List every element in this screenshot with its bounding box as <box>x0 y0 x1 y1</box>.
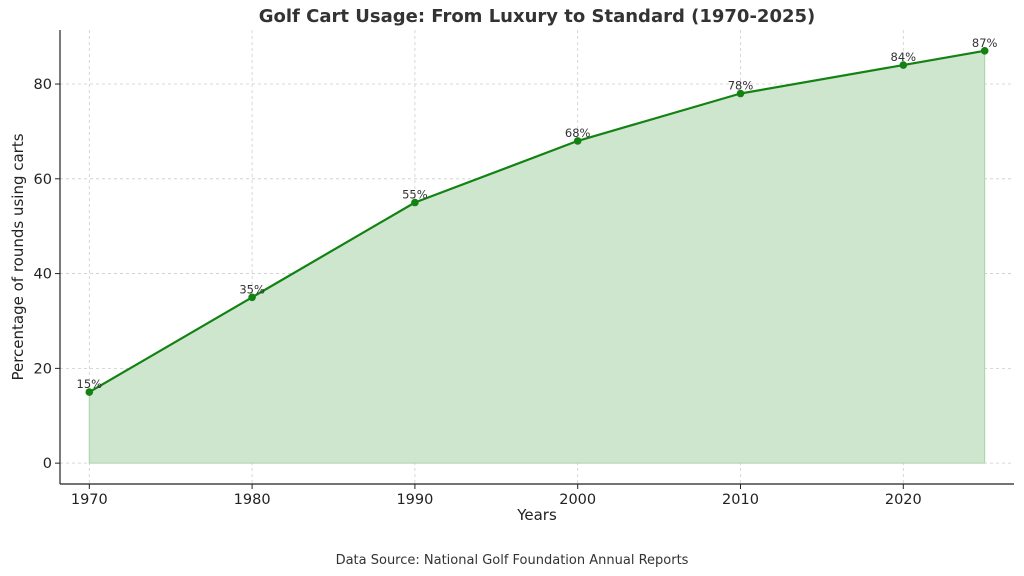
y-tick-label: 40 <box>34 267 52 283</box>
data-label: 35% <box>239 282 265 296</box>
data-point <box>573 137 582 145</box>
y-tick-label: 80 <box>34 77 52 93</box>
y-tick-label: 0 <box>43 456 52 472</box>
data-label: 78% <box>728 79 754 93</box>
data-point <box>899 61 908 69</box>
data-source-note: Data Source: National Golf Foundation An… <box>336 553 689 568</box>
data-point <box>980 47 989 55</box>
data-label: 55% <box>402 188 428 202</box>
x-axis-label: Years <box>516 506 557 524</box>
x-tick-label: 1980 <box>234 492 271 508</box>
data-label: 68% <box>565 126 591 140</box>
y-tick-label: 60 <box>34 172 52 188</box>
x-tick-label: 2020 <box>885 492 922 508</box>
series-layer <box>85 47 989 396</box>
data-label: 84% <box>891 50 917 64</box>
x-tick-label: 1990 <box>396 492 433 508</box>
area-layer <box>88 50 986 464</box>
data-point <box>736 89 745 98</box>
x-tick-label: 2010 <box>722 492 759 508</box>
area-fill <box>88 50 986 464</box>
data-point <box>248 293 256 302</box>
x-tick-label: 2000 <box>559 492 596 508</box>
axes: 1970 1980 1990 2000 2010 2020 0 20 40 60 80 <box>34 30 1014 508</box>
data-label: 87% <box>972 36 998 50</box>
chart-title: Golf Cart Usage: From Luxury to Standard… <box>259 6 816 27</box>
data-point <box>85 388 94 396</box>
y-tick-label: 20 <box>34 361 52 377</box>
y-axis-label: Percentage of rounds using carts <box>9 133 27 380</box>
data-labels: 15% 35% 55% 68% 78% 84% 87% <box>77 36 998 391</box>
x-tick-label: 1970 <box>71 492 108 508</box>
data-point <box>411 198 419 207</box>
data-label: 15% <box>77 377 103 391</box>
